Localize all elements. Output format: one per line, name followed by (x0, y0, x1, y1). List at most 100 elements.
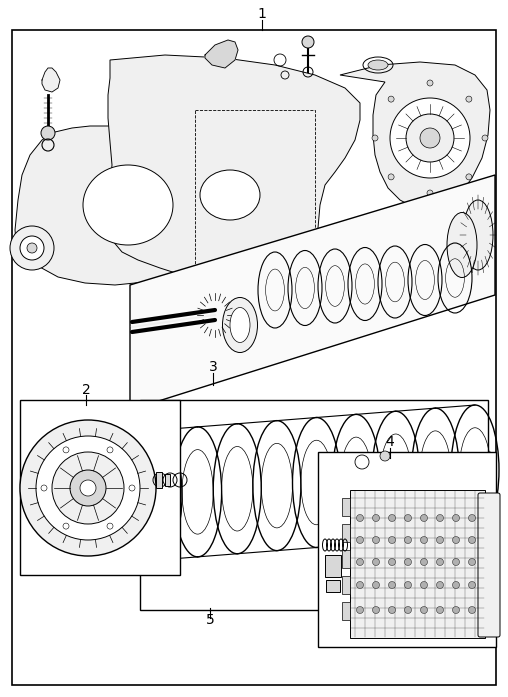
Polygon shape (278, 240, 325, 268)
Polygon shape (108, 55, 360, 300)
Polygon shape (390, 210, 412, 244)
Circle shape (10, 226, 54, 270)
Bar (140, 400, 488, 610)
Polygon shape (42, 68, 60, 92)
Bar (165, 474, 170, 486)
Circle shape (453, 581, 460, 588)
Circle shape (453, 558, 460, 565)
Circle shape (453, 537, 460, 544)
Circle shape (372, 606, 379, 613)
Circle shape (357, 606, 364, 613)
Circle shape (404, 606, 411, 613)
FancyBboxPatch shape (478, 493, 500, 637)
Circle shape (27, 243, 37, 253)
Circle shape (389, 537, 396, 544)
Circle shape (406, 114, 454, 162)
Bar (342, 576, 350, 594)
Circle shape (468, 514, 475, 521)
Circle shape (466, 174, 472, 180)
Circle shape (436, 581, 443, 588)
Circle shape (41, 126, 55, 140)
Circle shape (107, 447, 113, 453)
Bar (195, 110, 315, 270)
Ellipse shape (447, 213, 477, 277)
Circle shape (388, 96, 394, 102)
Circle shape (404, 581, 411, 588)
Ellipse shape (368, 60, 388, 70)
Polygon shape (130, 175, 495, 410)
Circle shape (302, 36, 314, 48)
Bar (342, 550, 350, 568)
Bar (342, 498, 350, 516)
Circle shape (70, 470, 106, 506)
Circle shape (129, 485, 135, 491)
Circle shape (63, 523, 69, 529)
Circle shape (404, 558, 411, 565)
Bar (20, 400, 180, 575)
Circle shape (107, 523, 113, 529)
Circle shape (468, 537, 475, 544)
Circle shape (389, 514, 396, 521)
Polygon shape (340, 62, 490, 210)
Circle shape (20, 236, 44, 260)
Circle shape (63, 447, 69, 453)
Circle shape (80, 480, 96, 496)
Circle shape (466, 96, 472, 102)
Bar (326, 580, 340, 592)
Circle shape (357, 514, 364, 521)
Circle shape (357, 558, 364, 565)
Circle shape (390, 98, 470, 178)
Text: 5: 5 (206, 613, 214, 627)
Circle shape (436, 558, 443, 565)
Text: 4: 4 (386, 435, 394, 449)
Circle shape (421, 514, 428, 521)
Circle shape (388, 174, 394, 180)
Circle shape (372, 558, 379, 565)
Circle shape (389, 558, 396, 565)
Circle shape (436, 537, 443, 544)
Circle shape (404, 537, 411, 544)
Text: 3: 3 (209, 360, 217, 374)
Circle shape (421, 558, 428, 565)
Bar (318, 452, 496, 647)
Circle shape (20, 420, 156, 556)
Circle shape (427, 190, 433, 196)
Bar (342, 524, 350, 542)
Polygon shape (15, 126, 237, 285)
Ellipse shape (230, 307, 250, 342)
Circle shape (41, 485, 47, 491)
Circle shape (372, 514, 379, 521)
Text: 1: 1 (258, 7, 266, 21)
Bar (342, 602, 350, 620)
Ellipse shape (463, 200, 493, 270)
Circle shape (357, 537, 364, 544)
Circle shape (421, 537, 428, 544)
Circle shape (453, 606, 460, 613)
Circle shape (372, 135, 378, 141)
Circle shape (436, 514, 443, 521)
Circle shape (421, 606, 428, 613)
Bar (350, 490, 485, 638)
Text: 2: 2 (82, 383, 90, 397)
Circle shape (420, 128, 440, 148)
Ellipse shape (83, 165, 173, 245)
Circle shape (52, 452, 124, 524)
Circle shape (357, 581, 364, 588)
Circle shape (436, 606, 443, 613)
Circle shape (468, 606, 475, 613)
Circle shape (389, 581, 396, 588)
Circle shape (468, 581, 475, 588)
Circle shape (427, 80, 433, 86)
Circle shape (421, 581, 428, 588)
Circle shape (372, 537, 379, 544)
Circle shape (483, 455, 493, 465)
Circle shape (482, 135, 488, 141)
Circle shape (36, 436, 140, 540)
Circle shape (453, 514, 460, 521)
Circle shape (389, 606, 396, 613)
Bar (156, 472, 162, 488)
Ellipse shape (200, 170, 260, 220)
Circle shape (468, 558, 475, 565)
Circle shape (404, 514, 411, 521)
Circle shape (380, 451, 390, 461)
